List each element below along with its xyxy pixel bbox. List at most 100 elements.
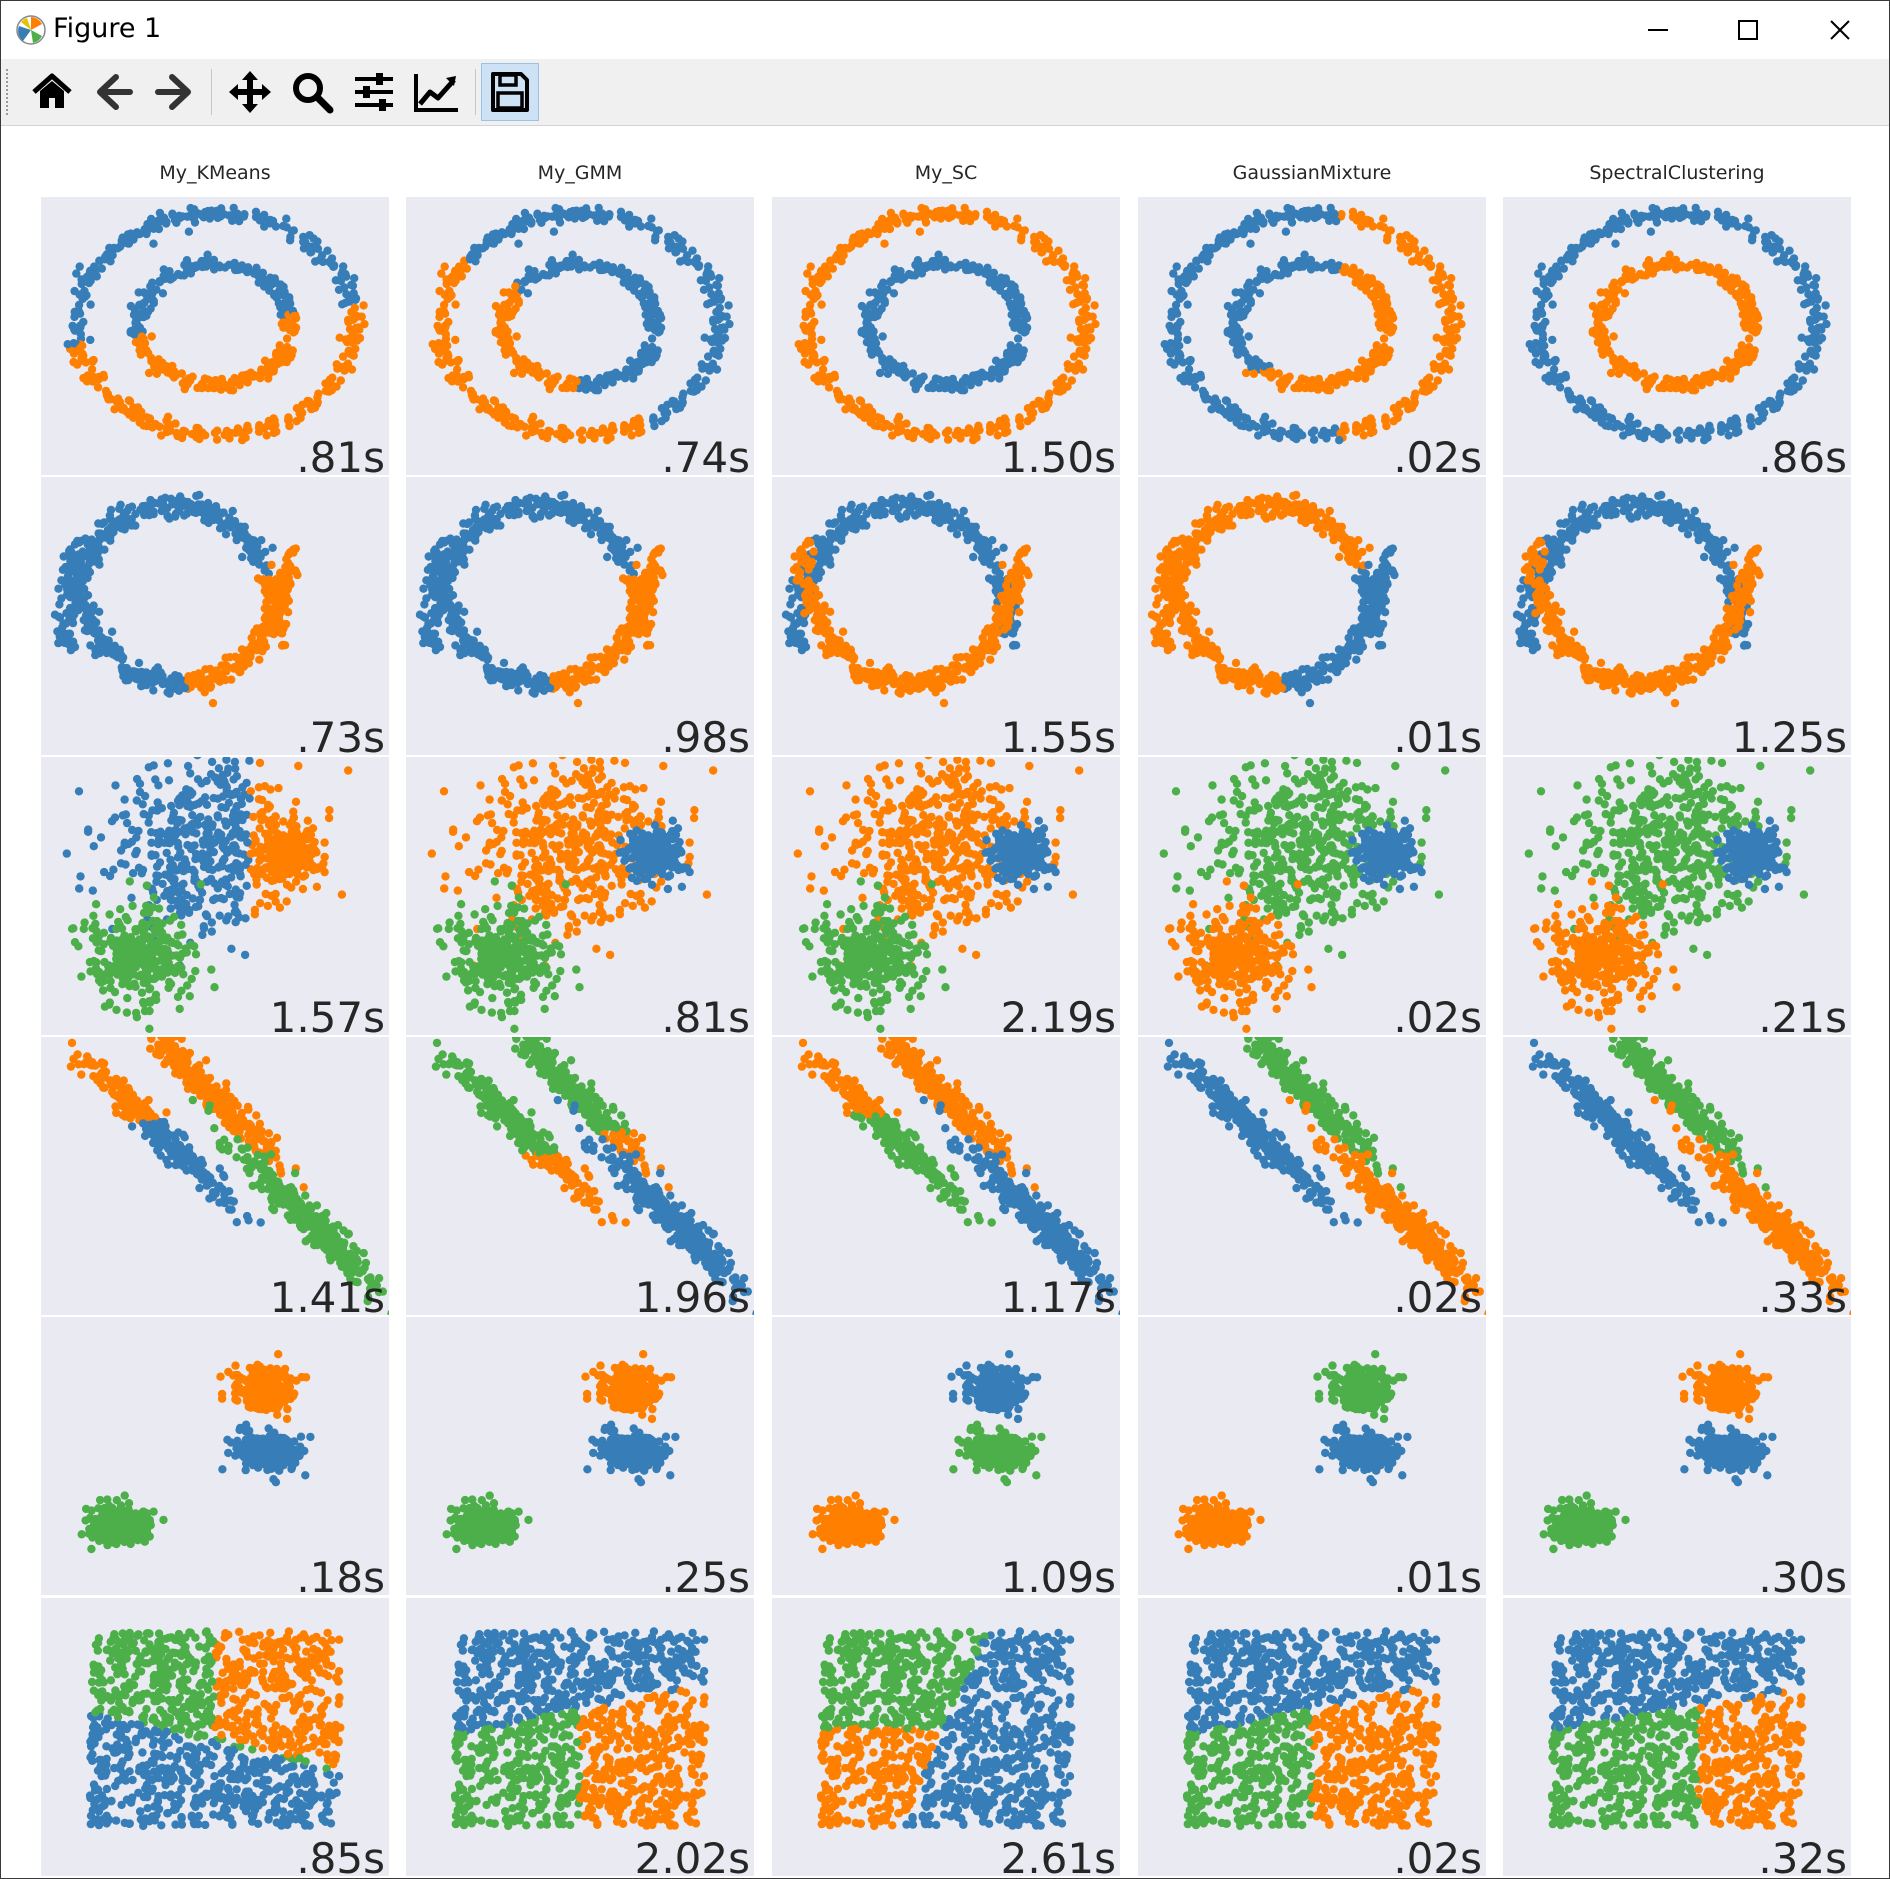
scatter-point xyxy=(239,429,248,438)
maximize-button[interactable] xyxy=(1703,1,1793,59)
scatter-point xyxy=(349,314,359,323)
scatter-point xyxy=(184,503,194,512)
scatter-point xyxy=(611,554,621,563)
scatter-point xyxy=(1258,274,1267,283)
scatter-point xyxy=(1538,330,1547,339)
scatter-point xyxy=(359,301,368,310)
scatter-point xyxy=(1822,319,1831,329)
scatter-point xyxy=(95,534,104,543)
scatter-point xyxy=(651,299,660,308)
scatter-point xyxy=(1548,300,1557,309)
scatter-point xyxy=(1700,436,1709,445)
scatter-point xyxy=(243,378,252,387)
scatter-point xyxy=(925,209,934,218)
scatter-point xyxy=(147,214,156,224)
scatter-point xyxy=(1226,403,1235,412)
scatter-point xyxy=(233,424,243,433)
scatter-point xyxy=(1328,265,1337,275)
scatter-point xyxy=(1599,343,1608,352)
scatter-point xyxy=(1739,358,1748,367)
scatter-point xyxy=(460,534,469,543)
forward-button[interactable] xyxy=(145,63,203,121)
scatter-point xyxy=(876,414,885,423)
scatter-point xyxy=(1017,299,1026,308)
scatter-point xyxy=(515,358,524,367)
scatter-point xyxy=(69,339,78,348)
scatter-point xyxy=(1699,375,1708,384)
scatter-point xyxy=(347,280,356,290)
scatter-point xyxy=(451,335,460,345)
scatter-point xyxy=(174,505,184,515)
scatter-point xyxy=(150,358,159,367)
scatter-point xyxy=(443,341,452,350)
scatter-point xyxy=(240,210,249,219)
scatter-point xyxy=(1604,311,1613,320)
scatter-point xyxy=(1374,358,1383,367)
scatter-point xyxy=(810,373,819,383)
edit-axis-button[interactable] xyxy=(407,63,465,121)
scatter-point xyxy=(91,646,100,655)
subplot-noisy_circles-GaussianMixture: .02s xyxy=(1138,197,1486,475)
scatter-point xyxy=(1172,322,1181,332)
configure-subplots-button[interactable] xyxy=(345,63,403,121)
scatter-point xyxy=(338,352,348,361)
scatter-point xyxy=(271,350,281,360)
scatter-point xyxy=(1672,428,1682,438)
zoom-button[interactable] xyxy=(283,63,341,121)
scatter-point xyxy=(572,377,581,386)
scatter-point xyxy=(1433,376,1442,385)
scatter-point xyxy=(1457,319,1466,329)
scatter-point xyxy=(152,369,162,378)
scatter-point xyxy=(1420,246,1429,255)
subplot-noisy_circles-My_KMeans: .81s xyxy=(41,197,389,475)
scatter-point xyxy=(184,227,194,236)
scatter-point xyxy=(282,334,292,343)
scatter-point xyxy=(1406,243,1415,252)
save-button[interactable] xyxy=(481,63,539,121)
scatter-point xyxy=(452,365,462,374)
scatter-point xyxy=(1170,307,1179,316)
scatter-point xyxy=(615,371,624,380)
scatter-point xyxy=(346,349,356,359)
minimize-button[interactable] xyxy=(1613,1,1703,59)
close-button[interactable] xyxy=(1795,1,1885,59)
back-button[interactable] xyxy=(85,63,143,121)
scatter-point xyxy=(168,210,177,220)
scatter-point xyxy=(1013,334,1023,343)
scatter-point xyxy=(329,262,339,271)
scatter-point xyxy=(1677,263,1686,272)
scatter-point xyxy=(1030,244,1040,253)
scatter-point xyxy=(988,365,997,374)
scatter-point xyxy=(314,389,323,398)
home-button[interactable] xyxy=(23,63,81,121)
scatter-point xyxy=(232,213,241,223)
scatter-point xyxy=(1382,421,1391,431)
scatter-point xyxy=(877,282,886,291)
scatter-point xyxy=(1329,213,1338,223)
scatter-point xyxy=(589,260,599,269)
scatter-point xyxy=(434,339,443,348)
scatter-point xyxy=(1625,368,1634,377)
scatter-point xyxy=(512,214,521,224)
scatter-point xyxy=(647,223,656,232)
scatter-point xyxy=(1254,431,1263,440)
scatter-point xyxy=(349,327,358,336)
pan-button[interactable] xyxy=(221,63,279,121)
scatter-point xyxy=(615,269,624,278)
scatter-point xyxy=(1249,369,1259,378)
scatter-point xyxy=(136,670,145,680)
scatter-point xyxy=(250,269,259,278)
scatter-point xyxy=(657,404,667,413)
scatter-point xyxy=(1605,294,1614,304)
scatter-point xyxy=(1347,371,1356,380)
scatter-point xyxy=(182,380,191,389)
scatter-point xyxy=(1234,343,1243,352)
scatter-point xyxy=(240,522,249,531)
scatter-point xyxy=(256,550,266,559)
scatter-point xyxy=(1005,299,1014,308)
scatter-point xyxy=(1747,236,1757,245)
scatter-point xyxy=(1412,255,1421,265)
scatter-point xyxy=(873,421,882,431)
scatter-point xyxy=(523,289,533,298)
scatter-point xyxy=(471,505,481,515)
